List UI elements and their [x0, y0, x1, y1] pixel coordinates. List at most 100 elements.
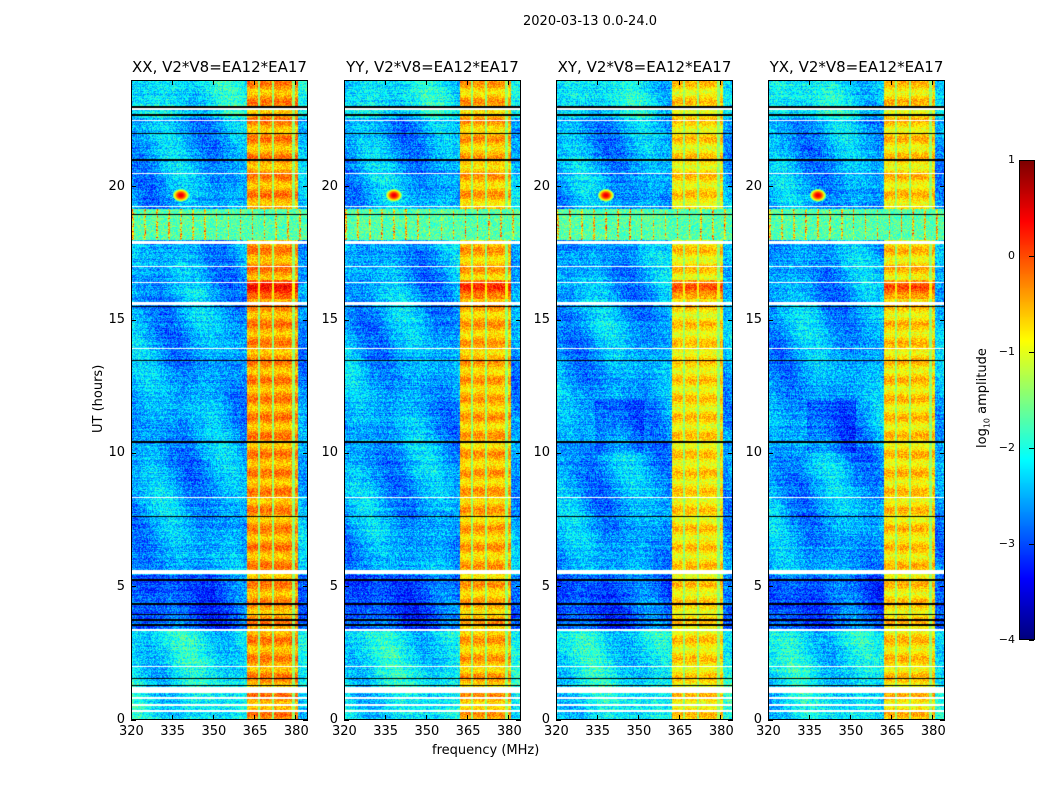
x-tick-mark: [295, 715, 297, 720]
y-tick-mark: [131, 452, 136, 454]
colorbar-tick-mark: [1029, 159, 1034, 161]
heatmap-image: [345, 81, 520, 719]
x-tick-mark: [130, 80, 132, 85]
y-tick-mark: [768, 452, 773, 454]
y-tick-mark: [728, 586, 733, 588]
x-tick-mark: [767, 80, 769, 85]
y-tick-mark: [131, 719, 136, 721]
y-tick-label: 20: [321, 178, 338, 194]
y-tick-mark: [940, 719, 945, 721]
y-tick-mark: [556, 586, 561, 588]
y-tick-mark: [768, 186, 773, 188]
y-tick-mark: [556, 319, 561, 321]
y-tick-mark: [131, 319, 136, 321]
x-tick-mark: [384, 80, 386, 85]
x-tick-label: 335: [797, 724, 823, 739]
x-tick-mark: [254, 715, 256, 720]
x-tick-mark: [637, 80, 639, 85]
x-tick-mark: [555, 715, 557, 720]
y-tick-mark: [556, 186, 561, 188]
heatmap-image: [557, 81, 732, 719]
y-tick-mark: [516, 186, 521, 188]
x-tick-mark: [212, 80, 214, 85]
y-axis-label: UT (hours): [91, 364, 106, 433]
y-tick-mark: [303, 319, 308, 321]
x-tick-label: 365: [455, 724, 481, 739]
colorbar-label-sub: 10: [982, 417, 992, 429]
y-tick-mark: [344, 586, 349, 588]
panel-title: YX, V2*V8=EA12*EA17: [769, 58, 944, 76]
y-tick-label: 10: [745, 445, 762, 461]
x-tick-label: 320: [544, 724, 569, 739]
y-tick-mark: [768, 319, 773, 321]
y-tick-label: 0: [329, 712, 338, 727]
x-tick-mark: [555, 80, 557, 85]
y-tick-mark: [940, 319, 945, 321]
x-tick-label: 380: [920, 724, 946, 739]
colorbar-tick-mark: [1029, 639, 1034, 641]
x-tick-mark: [932, 80, 934, 85]
y-tick-label: 15: [321, 312, 338, 327]
x-tick-label: 335: [585, 724, 611, 739]
y-tick-label: 20: [745, 178, 762, 194]
x-tick-label: 350: [201, 724, 227, 739]
panel-title: XY, V2*V8=EA12*EA17: [557, 58, 732, 76]
x-tick-mark: [295, 80, 297, 85]
x-tick-mark: [467, 80, 469, 85]
y-tick-label: 5: [541, 578, 550, 594]
y-tick-label: 5: [753, 578, 762, 594]
colorbar-label: log10 amplitude: [975, 348, 992, 448]
y-tick-mark: [344, 719, 349, 721]
x-tick-mark: [808, 715, 810, 720]
x-tick-mark: [171, 80, 173, 85]
y-tick-mark: [131, 186, 136, 188]
x-tick-mark: [767, 715, 769, 720]
x-tick-label: 350: [838, 724, 864, 739]
x-tick-mark: [130, 715, 132, 720]
x-tick-mark: [720, 715, 722, 720]
x-tick-mark: [891, 80, 893, 85]
colorbar: [1019, 160, 1035, 640]
colorbar-tick-mark: [1029, 351, 1034, 353]
y-tick-mark: [516, 586, 521, 588]
y-tick-mark: [303, 586, 308, 588]
y-tick-mark: [303, 186, 308, 188]
y-tick-label: 15: [108, 312, 125, 327]
x-tick-mark: [425, 80, 427, 85]
x-tick-mark: [343, 80, 345, 85]
y-tick-mark: [940, 186, 945, 188]
y-tick-label: 15: [533, 312, 550, 327]
panel-title: YY, V2*V8=EA12*EA17: [346, 58, 519, 76]
x-tick-mark: [508, 80, 510, 85]
x-tick-label: 320: [119, 724, 144, 739]
heatmap-panel: [344, 80, 521, 720]
heatmap-image: [769, 81, 944, 719]
y-tick-label: 5: [116, 578, 125, 594]
x-tick-mark: [679, 715, 681, 720]
y-tick-mark: [344, 319, 349, 321]
y-tick-label: 20: [108, 178, 125, 194]
colorbar-tick-mark: [1029, 447, 1034, 449]
heatmap-panel: [556, 80, 733, 720]
x-tick-mark: [679, 80, 681, 85]
x-tick-label: 350: [626, 724, 652, 739]
y-tick-label: 0: [541, 712, 550, 727]
y-tick-mark: [516, 719, 521, 721]
y-tick-mark: [344, 186, 349, 188]
panel-title: XX, V2*V8=EA12*EA17: [132, 58, 307, 76]
y-tick-mark: [516, 319, 521, 321]
y-tick-mark: [303, 452, 308, 454]
x-tick-label: 320: [756, 724, 781, 739]
x-tick-mark: [808, 80, 810, 85]
y-tick-label: 5: [329, 578, 338, 594]
y-tick-label: 20: [533, 178, 550, 194]
x-tick-mark: [849, 80, 851, 85]
colorbar-tick-mark: [1029, 543, 1034, 545]
colorbar-tick-label: −1: [998, 345, 1015, 358]
colorbar-tick-label: −3: [998, 537, 1015, 550]
y-tick-mark: [728, 719, 733, 721]
y-tick-mark: [131, 586, 136, 588]
x-tick-mark: [254, 80, 256, 85]
x-tick-mark: [508, 715, 510, 720]
